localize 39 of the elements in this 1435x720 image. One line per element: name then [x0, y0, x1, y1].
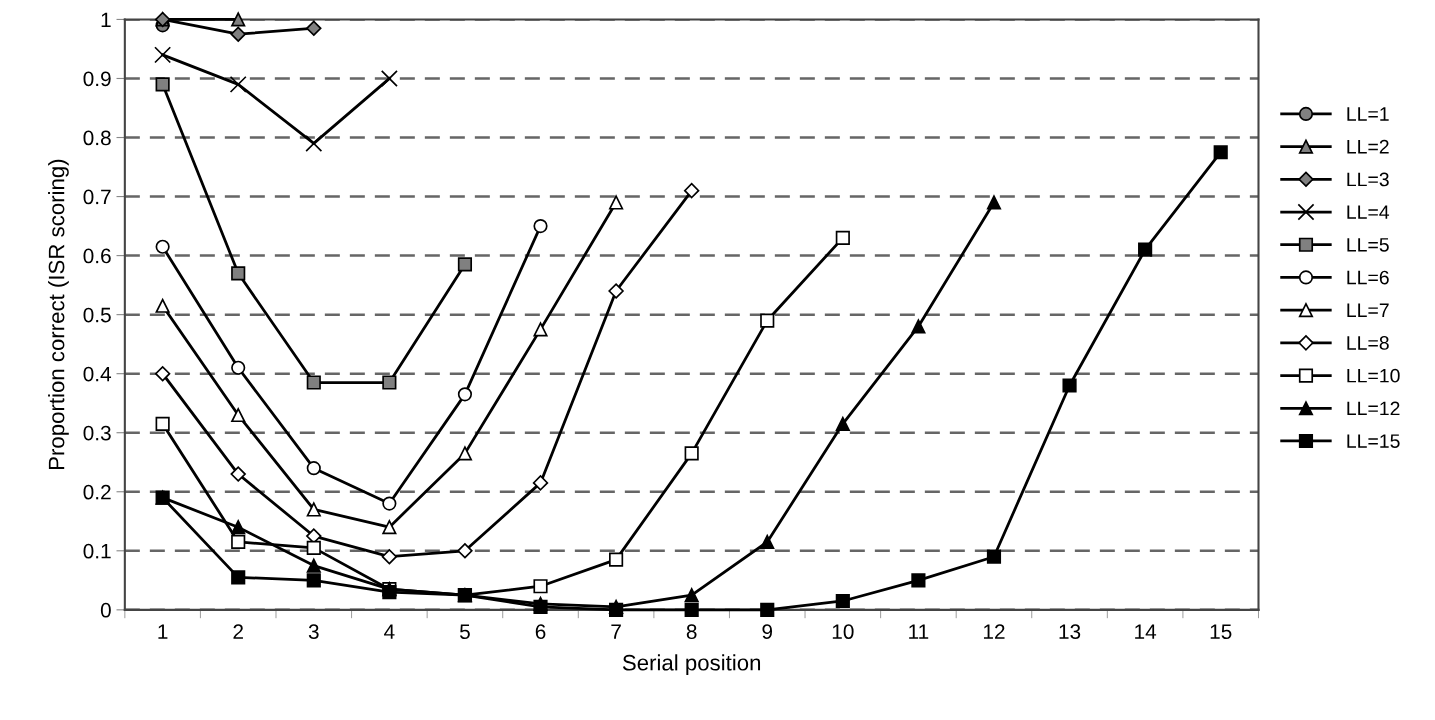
y-tick-label: 0.3 [83, 425, 111, 441]
legend-label: LL=12 [1347, 401, 1400, 416]
y-tick-label: 0.8 [83, 130, 111, 146]
y-tick-label: 0.7 [83, 189, 111, 205]
legend-label: LL=2 [1347, 139, 1389, 154]
x-tick-label: 9 [762, 624, 773, 640]
x-tick-label: 4 [384, 624, 395, 639]
x-tick-label: 7 [611, 624, 621, 639]
y-tick-label: 0.1 [83, 543, 111, 559]
y-tick-label: 0.2 [83, 484, 111, 500]
legend-label: LL=10 [1347, 368, 1400, 383]
x-tick-label: 2 [233, 624, 243, 639]
y-tick-label: 0.5 [83, 307, 111, 323]
y-tick-label: 0.4 [83, 366, 112, 382]
legend-label: LL=7 [1347, 303, 1389, 317]
x-tick-label: 6 [535, 624, 546, 640]
x-tick-label: 13 [1059, 624, 1081, 640]
y-tick-label: 0 [100, 602, 111, 618]
y-tick-label: 0.9 [83, 71, 111, 87]
legend-label: LL=4 [1347, 205, 1390, 219]
legend-label: LL=1 [1347, 107, 1389, 121]
x-tick-label: 14 [1135, 624, 1157, 639]
x-tick-label: 12 [983, 624, 1005, 639]
x-tick-label: 5 [459, 624, 470, 640]
legend-label: LL=5 [1347, 238, 1389, 252]
y-tick-label: 1 [101, 12, 111, 27]
x-tick-label: 15 [1210, 624, 1232, 640]
x-tick-label: 1 [158, 624, 168, 639]
legend-label: LL=15 [1347, 434, 1400, 448]
x-tick-label: 11 [909, 624, 929, 639]
x-tick-label: 10 [832, 624, 854, 640]
x-axis-title: Serial position [622, 654, 761, 675]
legend-label: LL=8 [1347, 336, 1389, 350]
x-tick-label: 3 [308, 624, 319, 640]
legend-label: LL=6 [1347, 270, 1389, 285]
legend-label: LL=3 [1347, 172, 1389, 187]
y-tick-label: 0.6 [83, 248, 111, 264]
x-tick-label: 8 [686, 624, 697, 640]
y-axis-title: Proportion correct (ISR scoring) [48, 159, 69, 470]
